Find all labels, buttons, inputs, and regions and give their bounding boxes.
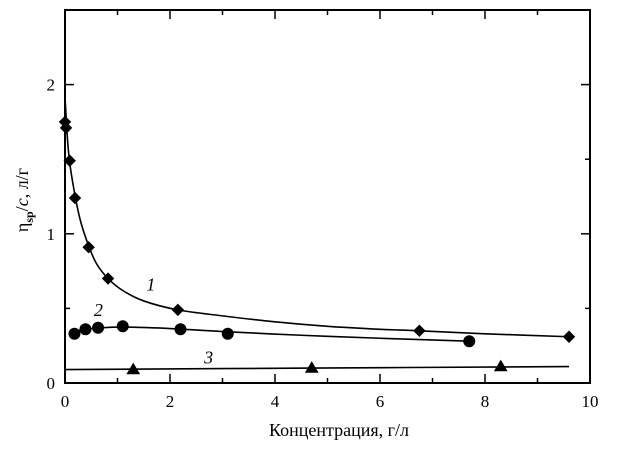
chart-curves <box>64 96 570 371</box>
x-tick-label: 6 <box>376 392 385 411</box>
y-axis-title-sub: sp <box>22 211 36 223</box>
series-2-point <box>116 320 129 333</box>
series-2-point <box>68 327 81 340</box>
series-2-point <box>79 323 92 336</box>
chart-ticks: 0 2 4 6 8 10 0 1 2 <box>47 10 599 411</box>
series-3-point <box>126 362 141 375</box>
y-axis-title-unit: , л/г <box>12 168 32 198</box>
series-1-point <box>562 330 576 343</box>
y-tick-label: 0 <box>47 374 56 393</box>
series-2-point <box>463 335 476 348</box>
y-tick-label: 1 <box>47 225 56 244</box>
series-1-point <box>63 154 76 167</box>
x-tick-label: 8 <box>481 392 490 411</box>
x-tick-label: 4 <box>271 392 280 411</box>
series-2-point <box>92 321 105 334</box>
series-1-curve <box>64 96 570 338</box>
series-1-point <box>82 241 95 254</box>
y-axis-title-c: c <box>12 198 32 206</box>
y-axis-title: ηsp/c, л/г <box>12 168 36 232</box>
x-tick-label: 2 <box>166 392 175 411</box>
series-1-point <box>413 324 426 337</box>
x-axis-title: Концентрация, г/л <box>269 420 409 440</box>
series-3-point <box>493 359 508 372</box>
series-1-point <box>68 191 82 205</box>
chart-markers <box>58 115 576 375</box>
series-2-curve <box>74 326 470 343</box>
y-tick-label: 2 <box>47 76 56 95</box>
series-1-point <box>171 303 185 317</box>
series-1-label: 1 <box>146 274 155 294</box>
chart-series-labels: 1 2 3 <box>94 274 213 367</box>
series-3-curve <box>64 365 570 371</box>
y-axis-title-eta: η <box>12 223 32 232</box>
x-tick-label: 10 <box>582 392 599 411</box>
series-2-point <box>174 323 187 336</box>
series-1-point <box>59 121 73 135</box>
y-axis-title-slash: / <box>12 206 32 211</box>
series-2-point <box>221 327 234 340</box>
series-3-label: 3 <box>203 348 213 368</box>
series-2-label: 2 <box>94 300 103 320</box>
series-3-point <box>304 361 319 373</box>
series-1-point <box>101 272 115 285</box>
x-tick-label: 0 <box>61 392 70 411</box>
